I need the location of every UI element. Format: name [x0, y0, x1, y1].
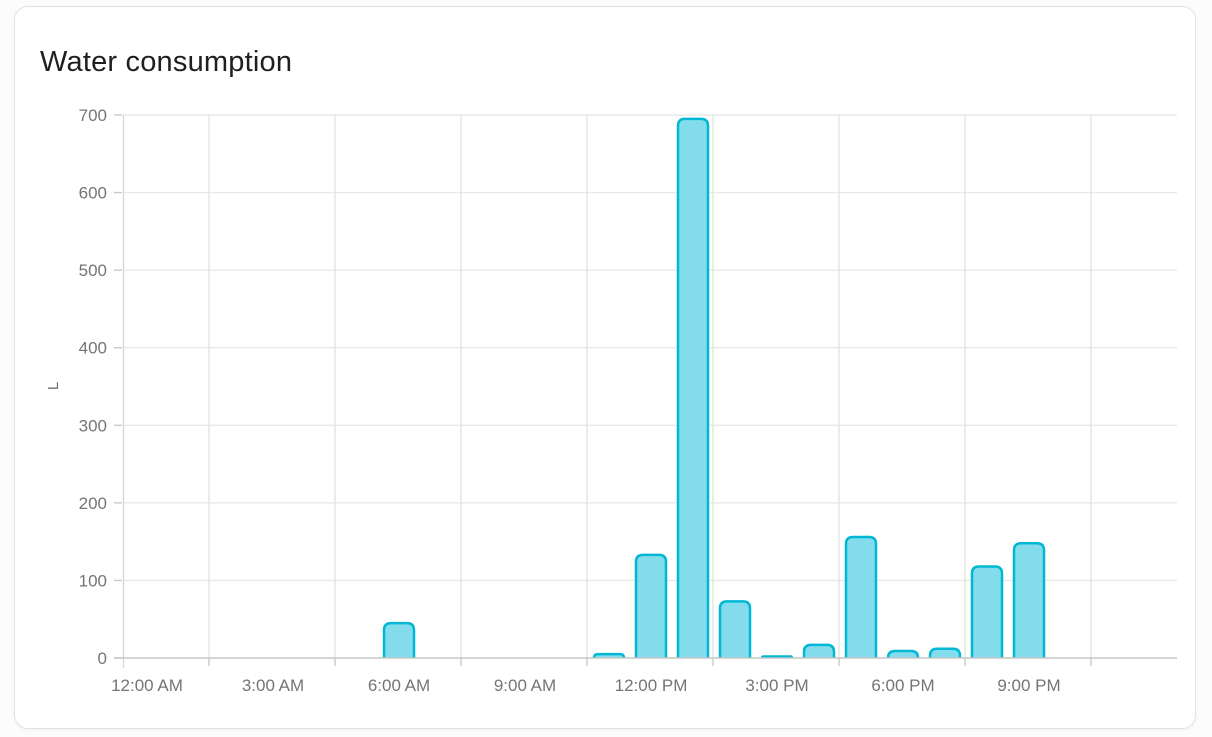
- bar-6-pm[interactable]: [886, 649, 920, 659]
- bar-7-pm[interactable]: [928, 647, 962, 658]
- bar-1-pm[interactable]: [676, 117, 710, 658]
- bar-11-am[interactable]: [592, 652, 626, 659]
- y-axis-tick-label-700: 700: [79, 106, 107, 125]
- y-axis-tick-label-400: 400: [79, 339, 107, 358]
- y-axis-tick-label-200: 200: [79, 494, 107, 513]
- x-axis-tick-label-0: 12:00 AM: [111, 676, 183, 695]
- bar-12-pm[interactable]: [634, 553, 668, 658]
- bar-8-pm[interactable]: [970, 565, 1004, 658]
- x-axis-tick-label-5: 3:00 PM: [745, 676, 808, 695]
- bar-4-pm[interactable]: [802, 643, 836, 658]
- y-axis-tick-label-500: 500: [79, 261, 107, 280]
- x-axis-tick-label-3: 9:00 AM: [494, 676, 556, 695]
- bar-6-am[interactable]: [382, 621, 416, 658]
- y-axis-tick-label-600: 600: [79, 184, 107, 203]
- x-axis-tick-label-4: 12:00 PM: [615, 676, 688, 695]
- bar-9-pm[interactable]: [1012, 541, 1046, 658]
- x-axis-tick-label-2: 6:00 AM: [368, 676, 430, 695]
- chart-title: Water consumption: [40, 46, 293, 78]
- bar-5-pm[interactable]: [844, 535, 878, 658]
- x-axis-tick-label-6: 6:00 PM: [871, 676, 934, 695]
- y-axis-tick-label-300: 300: [79, 416, 107, 435]
- y-axis-tick-label-100: 100: [79, 571, 107, 590]
- x-axis-tick-label-7: 9:00 PM: [997, 676, 1060, 695]
- y-axis-title: L: [45, 382, 62, 390]
- x-axis-tick-label-1: 3:00 AM: [242, 676, 304, 695]
- y-axis-tick-label-0: 0: [98, 649, 107, 668]
- bar-2-pm[interactable]: [718, 600, 752, 658]
